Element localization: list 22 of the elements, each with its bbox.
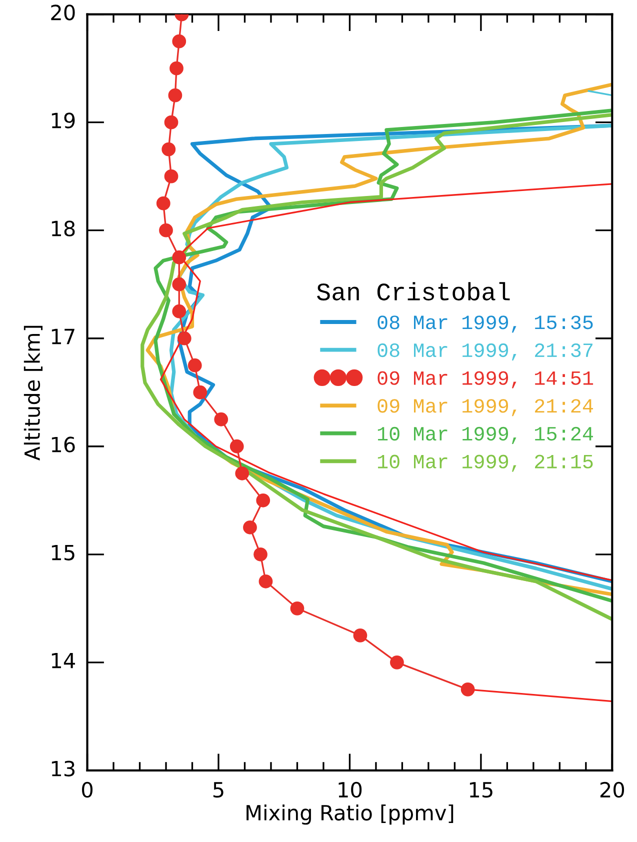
- y-tick-label: 16: [52, 436, 75, 452]
- y-tick-label: 20: [51, 4, 75, 20]
- legend-label: 09 Mar 1999, 21:24: [378, 399, 593, 416]
- legend-label: 08 Mar 1999, 21:37: [378, 343, 592, 360]
- y-tick-label: 13: [52, 760, 74, 776]
- x-tick-label: 5: [213, 782, 224, 798]
- y-tick-label: 17: [52, 328, 74, 344]
- y-tick-label: 18: [52, 220, 75, 236]
- y-axis-title: Altitude [km]: [24, 326, 43, 461]
- legend-label: 09 Mar 1999, 14:51: [378, 371, 594, 388]
- y-tick-label: 14: [52, 652, 75, 668]
- x-axis-title: Mixing Ratio [ppmv]: [246, 804, 454, 825]
- y-tick-label: 15: [52, 544, 74, 560]
- legend-label: 10 Mar 1999, 15:24: [378, 426, 593, 444]
- x-tick-label: 0: [82, 782, 93, 798]
- x-tick-label: 10: [338, 782, 362, 798]
- legend-title: San Cristobal: [317, 282, 510, 300]
- x-tick-label: 15: [470, 782, 492, 798]
- x-tick-label: 20: [600, 782, 624, 798]
- legend-label: 08 Mar 1999, 15:35: [378, 316, 593, 333]
- legend-label: 10 Mar 1999, 21:15: [378, 454, 593, 472]
- y-tick-label: 19: [52, 112, 75, 128]
